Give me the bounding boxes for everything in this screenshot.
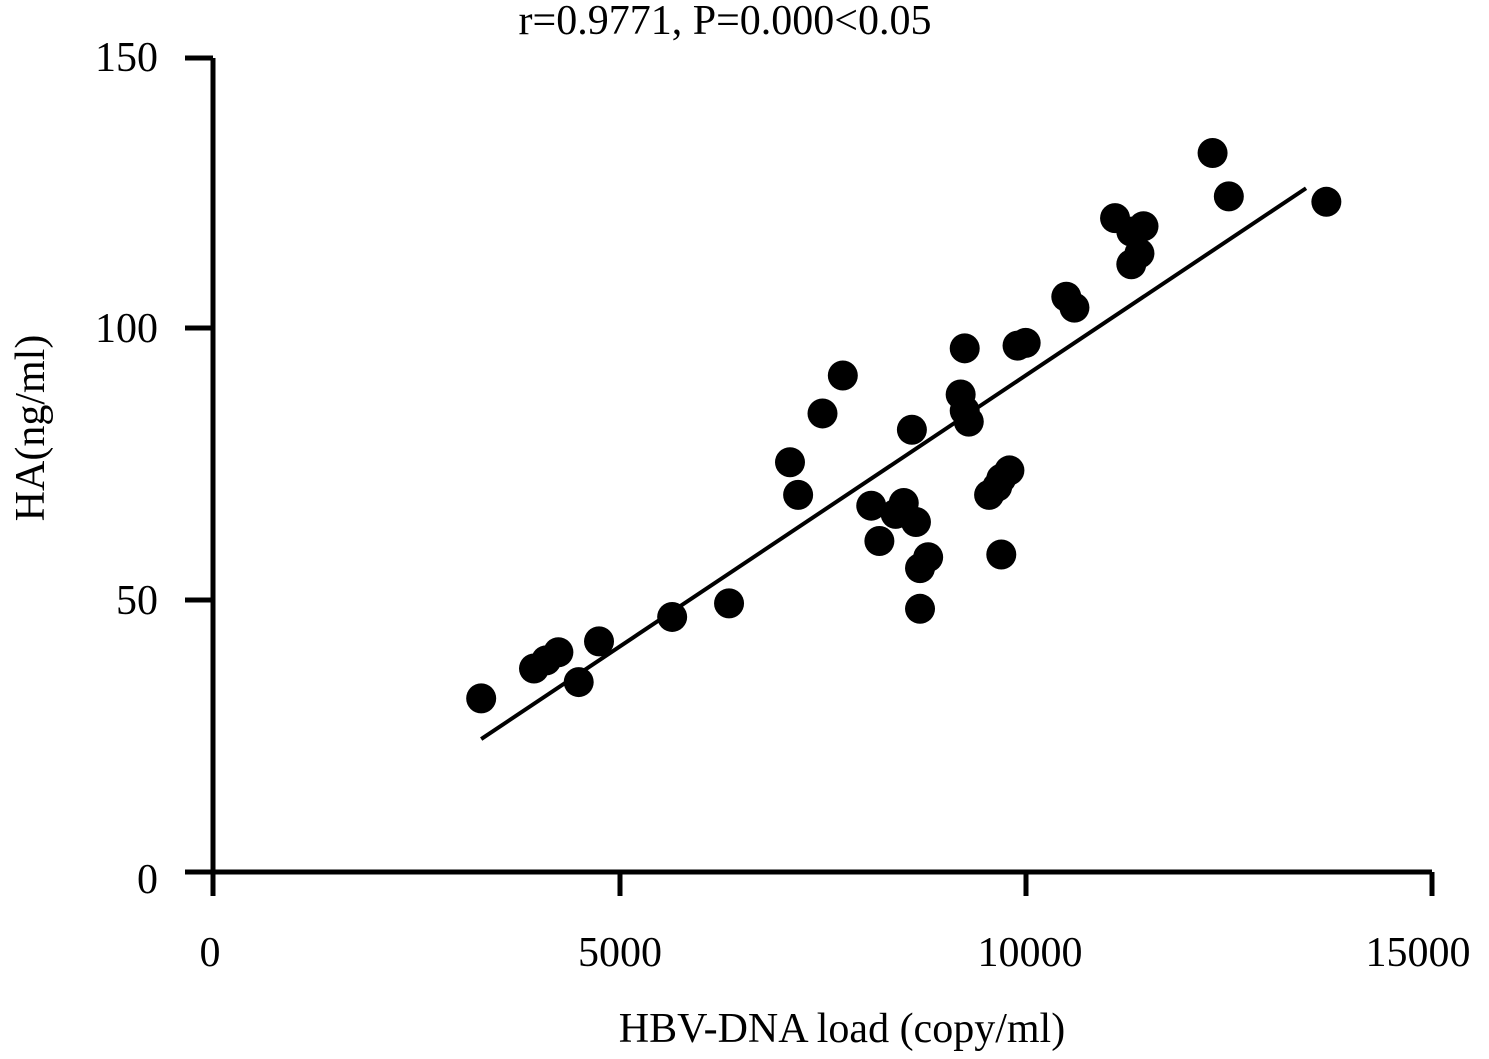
chart-title: r=0.9771, P=0.000<0.05: [519, 0, 932, 44]
x-tick-label: 10000: [978, 930, 1083, 976]
data-point: [827, 360, 858, 391]
y-tick-label: 150: [95, 35, 158, 81]
data-point: [949, 333, 980, 364]
data-point: [657, 601, 688, 632]
data-point: [1311, 186, 1342, 217]
data-point: [584, 626, 615, 657]
y-axis-title: HA(ng/ml): [8, 335, 54, 522]
data-point: [1059, 292, 1090, 323]
x-tick-label: 15000: [1366, 930, 1471, 976]
data-point: [953, 406, 984, 437]
data-point: [1124, 238, 1155, 269]
data-point: [543, 637, 574, 668]
data-point: [774, 447, 805, 478]
data-point: [563, 667, 594, 698]
y-tick-label: 0: [137, 857, 158, 903]
x-axis-title: HBV-DNA load (copy/ml): [619, 1006, 1065, 1052]
y-tick-label: 100: [95, 306, 158, 352]
data-point: [1010, 327, 1041, 358]
data-point: [913, 542, 944, 573]
data-point: [466, 683, 497, 714]
data-point: [1128, 211, 1159, 242]
data-point: [1197, 137, 1228, 168]
data-point: [896, 414, 927, 445]
data-point: [864, 525, 895, 556]
data-point: [986, 539, 1017, 570]
x-tick-label: 5000: [578, 930, 662, 976]
regression-line-group: [480, 186, 1308, 741]
y-tick-label: 50: [116, 578, 158, 624]
regression-line: [480, 186, 1308, 741]
data-point: [905, 593, 936, 624]
data-point: [856, 490, 887, 521]
data-point: [994, 455, 1025, 486]
data-point: [714, 588, 745, 619]
data-point: [1213, 181, 1244, 212]
x-tick-label: 0: [200, 930, 221, 976]
data-point: [783, 479, 814, 510]
data-points-group: [466, 137, 1342, 714]
data-point: [807, 398, 838, 429]
data-point: [900, 506, 931, 537]
